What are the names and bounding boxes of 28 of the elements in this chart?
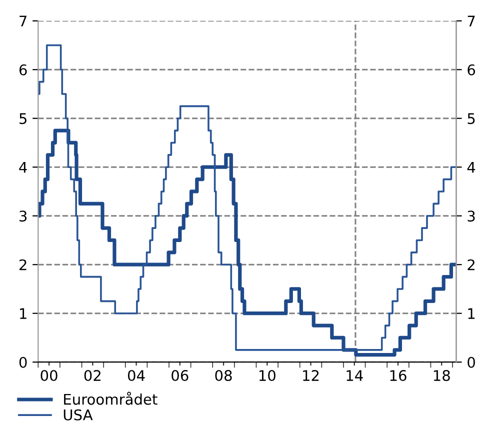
x-tick-label: 10: [259, 370, 276, 382]
x-tick-label: 04: [128, 370, 145, 382]
y-tick-label: 4: [19, 162, 27, 173]
y2-tick-label: 4: [467, 162, 476, 173]
y-tick-label: 0: [19, 356, 27, 368]
legend-label: USA: [64, 409, 93, 420]
x-tick-label: 18: [434, 370, 450, 382]
y2-tick-label: 0: [468, 356, 475, 368]
x-tick-label: 06: [172, 370, 188, 382]
y-tick-label: 6: [19, 64, 27, 76]
y-tick-label: 5: [20, 113, 26, 124]
x-tick-label: 12: [303, 370, 319, 381]
y2-tick-label: 1: [468, 308, 475, 319]
y2-tick-label: 3: [468, 210, 475, 222]
x-tick-label: 16: [390, 370, 406, 382]
x-tick-label: 14: [346, 370, 363, 381]
y2-tick-label: 2: [468, 259, 474, 270]
x-tick-label: 00: [40, 370, 58, 382]
y2-tick-label: 5: [468, 113, 475, 124]
y-tick-label: 2: [20, 259, 26, 270]
y-tick-label: 1: [20, 308, 26, 319]
y2-tick-label: 6: [468, 64, 476, 76]
x-tick-label: 08: [215, 370, 232, 382]
y-tick-label: 3: [20, 210, 27, 222]
y-tick-label: 7: [20, 16, 26, 26]
y2-tick-label: 7: [468, 16, 475, 26]
x-tick-label: 02: [84, 370, 100, 382]
legend-label: Euroområdet: [64, 392, 158, 405]
